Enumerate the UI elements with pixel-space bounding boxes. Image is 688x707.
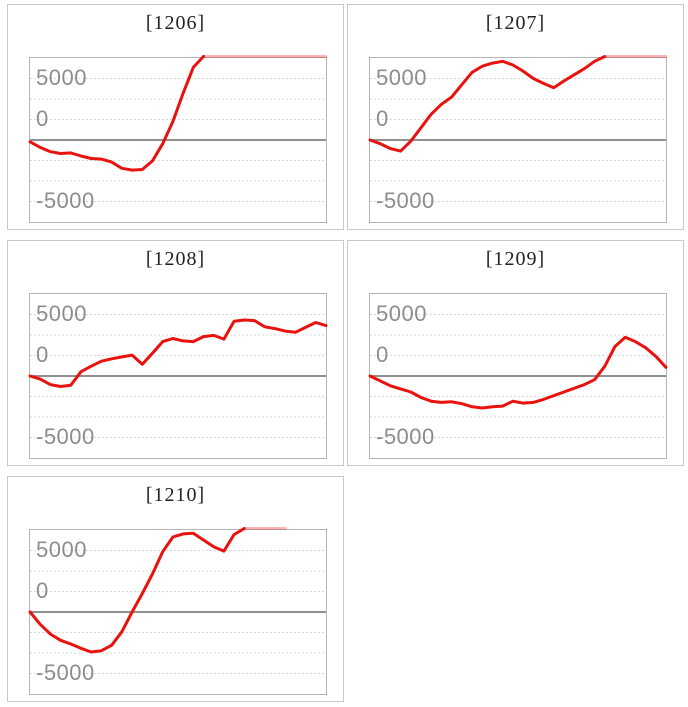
- chart-panel-1207: [1207] 5000 0 -5000: [347, 4, 684, 230]
- plot-area: 5000 0 -5000: [28, 55, 328, 223]
- chart-title: [1209]: [485, 248, 546, 270]
- line-chart-svg: [28, 527, 326, 674]
- y-axis-label-minus5000: -5000: [36, 188, 95, 213]
- line-chart-svg: [28, 314, 328, 438]
- y-axis-label-5000: 5000: [36, 65, 87, 90]
- plot-area: 5000 0 -5000: [368, 293, 668, 459]
- plot-area: 5000 0 -5000: [368, 55, 668, 223]
- y-axis-label-minus5000: -5000: [36, 660, 95, 685]
- chart-title: [1206]: [145, 12, 206, 34]
- y-axis-label-minus5000: -5000: [376, 424, 435, 449]
- chart-panel-1210: [1210] 5000 0 -5000: [7, 476, 344, 702]
- y-axis-label-0: 0: [376, 106, 389, 131]
- chart-title: [1208]: [145, 248, 206, 270]
- y-axis-label-minus5000: -5000: [36, 424, 95, 449]
- y-axis-label-0: 0: [36, 342, 49, 367]
- y-axis-label-5000: 5000: [376, 301, 427, 326]
- chart-title: [1210]: [145, 484, 206, 506]
- y-axis-label-0: 0: [36, 106, 49, 131]
- y-axis-label-5000: 5000: [376, 65, 427, 90]
- chart-panel-1209: [1209] 5000 0 -5000: [347, 240, 684, 466]
- y-axis-label-5000: 5000: [36, 301, 87, 326]
- plot-area: 5000 0 -5000: [28, 527, 327, 695]
- chart-panel-1208: [1208] 5000 0 -5000: [7, 240, 344, 466]
- y-axis-label-5000: 5000: [36, 537, 87, 562]
- chart-title: [1207]: [485, 12, 546, 34]
- plot-area: 5000 0 -5000: [28, 293, 328, 459]
- chart-panel-1206: [1206] 5000 0 -5000: [7, 4, 344, 230]
- line-chart-svg: [28, 55, 328, 202]
- line-chart-svg: [368, 55, 668, 202]
- y-axis-label-0: 0: [36, 578, 49, 603]
- line-chart-svg: [368, 314, 668, 438]
- y-axis-label-minus5000: -5000: [376, 188, 435, 213]
- y-axis-label-0: 0: [376, 342, 389, 367]
